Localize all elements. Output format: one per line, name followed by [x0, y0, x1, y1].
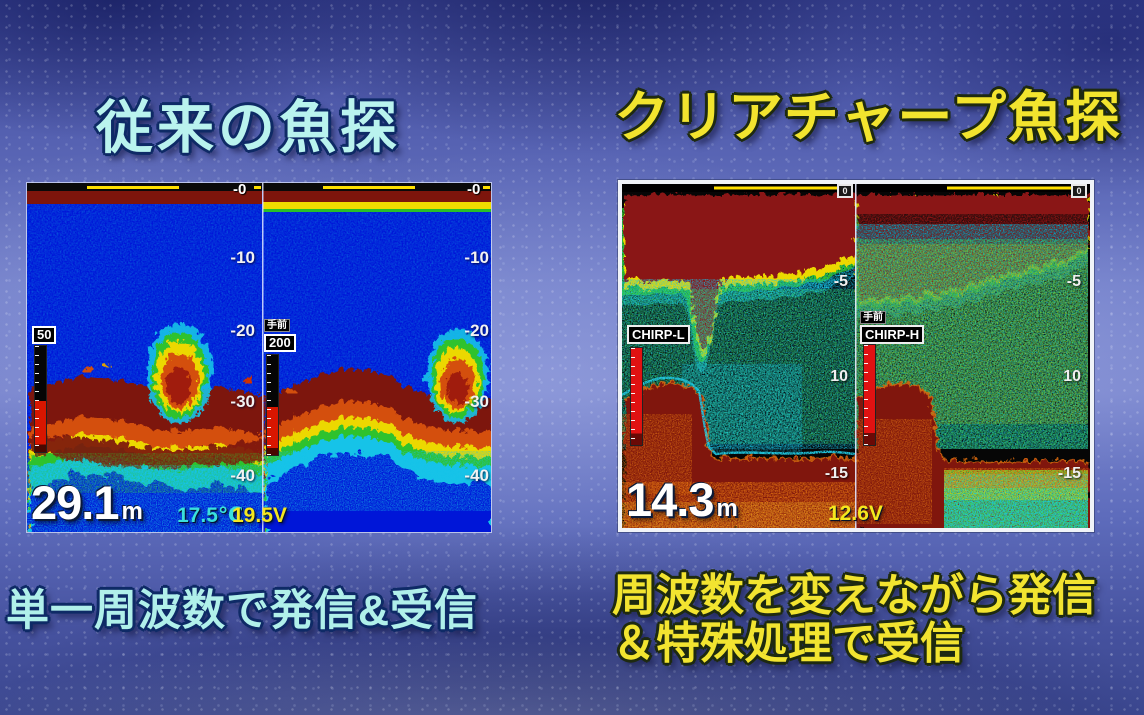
- mode-tag: 手前: [860, 311, 886, 324]
- panel-divider: [855, 184, 857, 528]
- seabed-echo-200khz: [263, 367, 491, 532]
- depth-value: 29.1: [31, 476, 119, 529]
- depth-unit: m: [716, 495, 738, 522]
- depth-tick-10-chirp-h: 10: [1063, 368, 1081, 385]
- mode-tag: 手前: [264, 319, 290, 332]
- frequency-label-50: 50: [32, 326, 57, 344]
- depth-tick-30-200khz: -30: [464, 392, 489, 411]
- depth-tick-10-chirp-l: 10: [830, 368, 848, 385]
- panel-divider: [262, 183, 264, 532]
- depth-tick-5-chirp-h: -5: [1066, 273, 1081, 290]
- right-title: クリアチャープ魚探: [614, 86, 1123, 148]
- chirp-sounder-screen: 0 -5 10 -15 CHIRP-L 0 -5 10 -15 手前 CHIRP…: [618, 180, 1094, 532]
- battery-voltage-readout: 19.5V: [232, 504, 287, 527]
- left-caption: 単一周波数で発信&受信: [6, 587, 479, 635]
- signal-gauge-200khz: [266, 354, 279, 456]
- right-caption-line2: ＆特殊処理で受信: [612, 618, 964, 668]
- depth-tick-10-200khz: -10: [464, 248, 489, 267]
- surface-band: [27, 183, 491, 212]
- depth-tick-15-chirp-l: -15: [824, 465, 848, 482]
- depth-readout: 29.1 m: [31, 475, 143, 530]
- fish-school-echo-50khz: [79, 321, 250, 421]
- depth-tick-40-50khz: -40: [230, 466, 255, 485]
- frequency-label-200: 200: [264, 334, 296, 352]
- left-title: 従来の魚探: [96, 96, 401, 160]
- depth-tick-10-50khz: -10: [230, 248, 255, 267]
- conventional-sounder-screen: -0 -10 -20 -30 -40 50 -0 -10 -20 -30 -40…: [26, 181, 492, 533]
- chirp-echogram: [622, 184, 1090, 528]
- depth-tick-15-chirp-h: -15: [1057, 465, 1081, 482]
- depth-tick-30-50khz: -30: [230, 392, 255, 411]
- signal-gauge-chirp-h: [863, 344, 876, 446]
- depth-tick-0-chirp-h: 0: [1071, 184, 1087, 198]
- depth-tick-20-200khz: -20: [464, 321, 489, 340]
- conventional-echogram: [27, 183, 491, 532]
- channel-label-chirp-l: CHIRP-L: [627, 325, 690, 344]
- depth-value: 14.3: [626, 473, 714, 526]
- depth-tick-0-chirp-l: 0: [837, 184, 853, 198]
- depth-tick-40-200khz: -40: [464, 466, 489, 485]
- right-caption-line1: 周波数を変えながら発信: [612, 571, 1096, 620]
- signal-gauge-50khz: [34, 345, 47, 453]
- fish-school-echo-200khz: [283, 326, 486, 420]
- signal-gauge-chirp-l: [630, 347, 643, 446]
- depth-tick-0-50khz: -0: [233, 181, 247, 198]
- depth-tick-20-50khz: -20: [230, 321, 255, 340]
- depth-tick-5-chirp-l: -5: [833, 273, 848, 290]
- depth-tick-0-200khz: -0: [467, 181, 481, 198]
- battery-voltage-readout: 12.6V: [828, 502, 883, 525]
- water-temperature-readout: 17.5℃: [177, 504, 244, 527]
- depth-unit: m: [121, 498, 143, 525]
- right-caption: 周波数を変えながら発信 ＆特殊処理で受信: [612, 572, 1096, 667]
- depth-readout: 14.3 m: [626, 472, 738, 527]
- channel-label-chirp-h: CHIRP-H: [860, 325, 925, 344]
- seabed-echo-50khz: [27, 374, 262, 532]
